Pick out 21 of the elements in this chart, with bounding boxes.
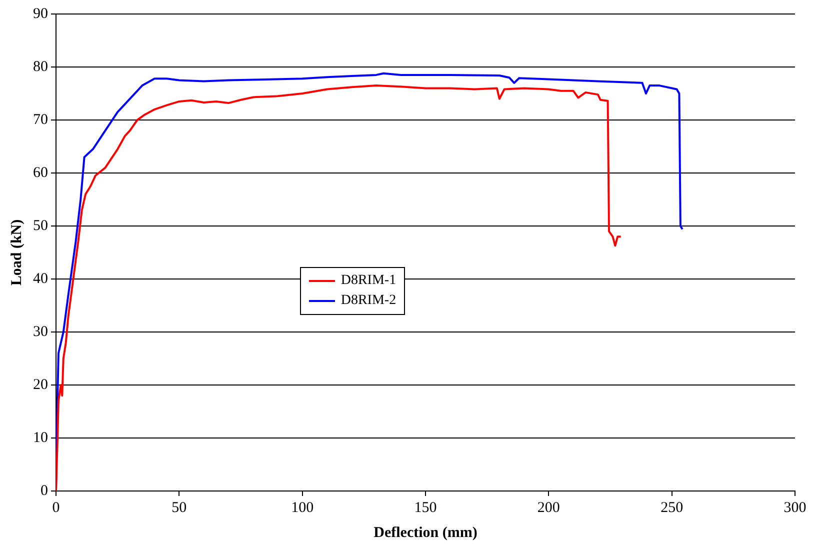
legend-label: D8RIM-2 [340,292,396,310]
x-tick-label: 50 [172,500,187,516]
y-tick-label: 80 [33,58,48,75]
y-tick-label: 40 [33,270,48,287]
x-axis-title: Deflection (mm) [374,524,478,541]
y-tick-label: 10 [33,430,48,446]
y-tick-label: 20 [33,376,48,393]
x-tick-label: 0 [52,500,60,516]
legend-label: D8RIM-1 [340,272,396,290]
x-tick-label: 200 [537,500,560,516]
y-tick-label: 50 [33,218,48,234]
y-tick-label: 60 [33,164,48,181]
x-tick-label: 150 [414,500,437,516]
x-tick-label: 100 [291,500,314,516]
y-tick-label: 70 [33,112,48,128]
y-tick-label: 0 [40,482,48,499]
y-tick-label: 30 [33,324,48,340]
y-tick-label: 90 [33,6,48,22]
y-axis-title: Load (kN) [8,219,25,286]
x-tick-label: 250 [660,500,684,516]
x-tick-label: 300 [784,500,806,516]
